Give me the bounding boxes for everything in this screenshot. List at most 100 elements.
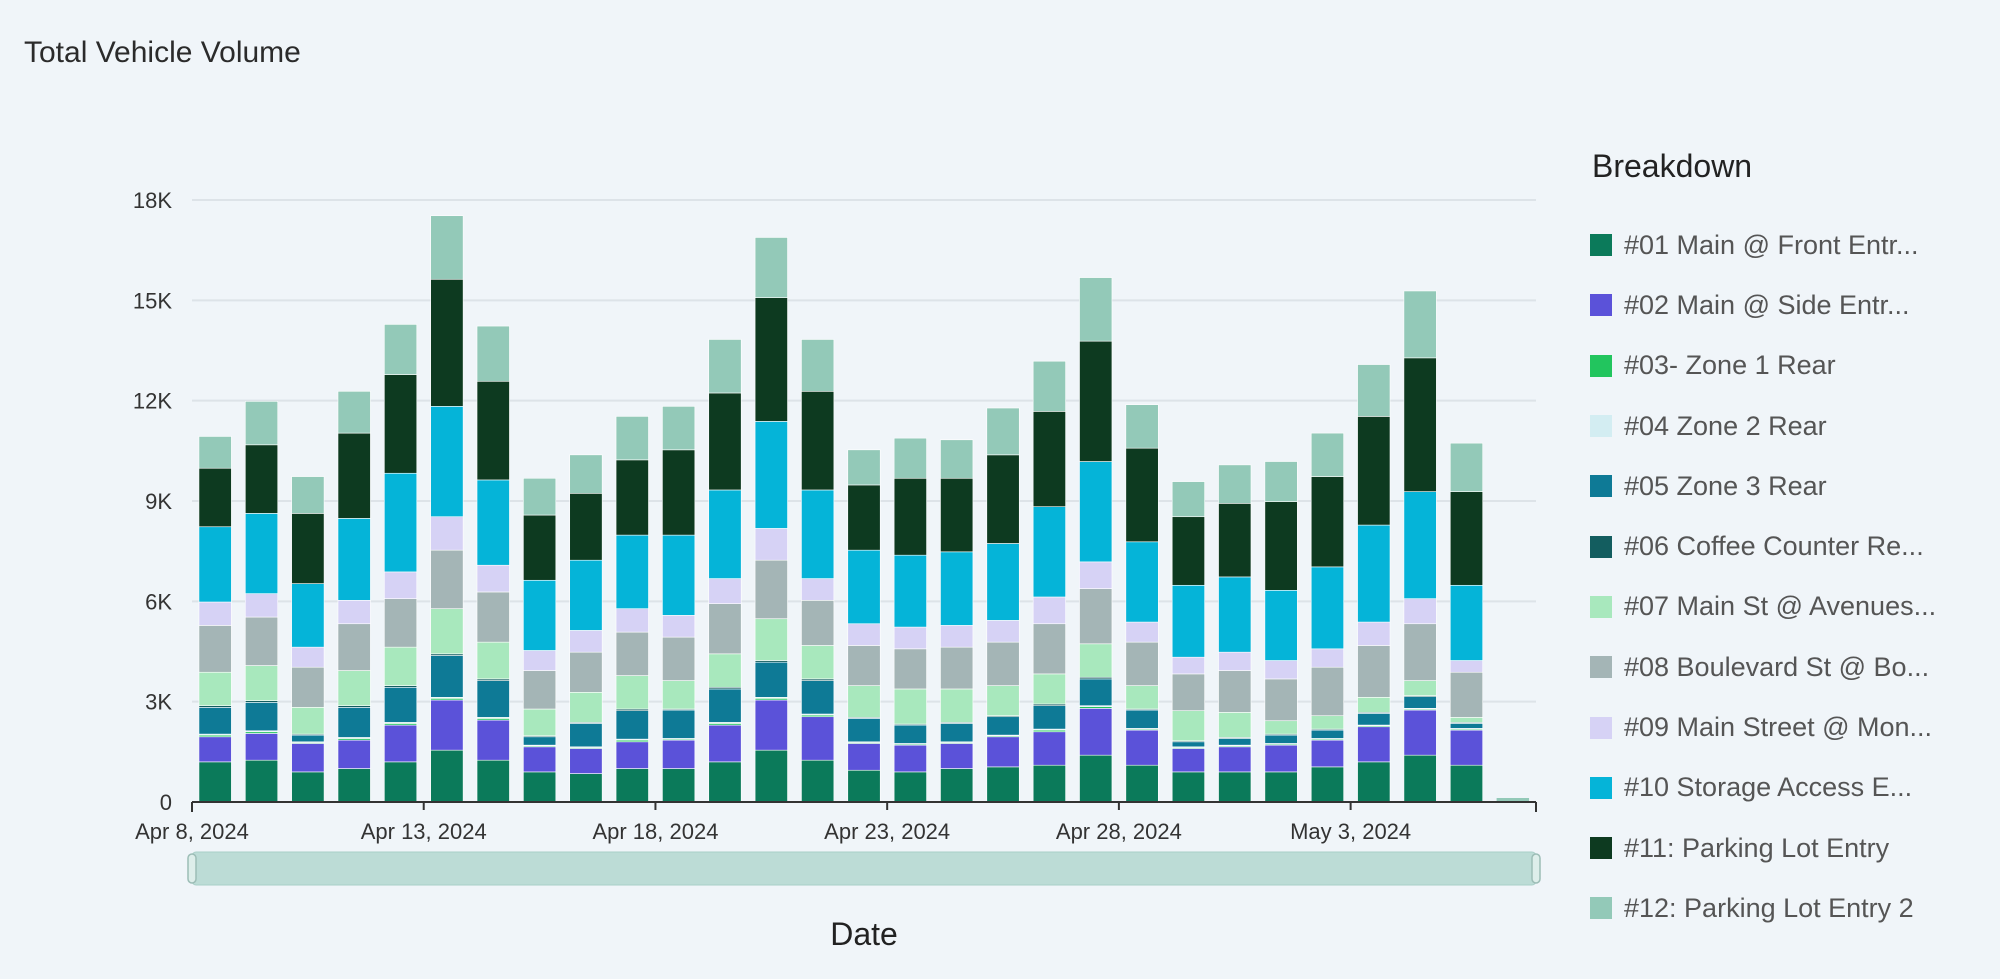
bar-segment[interactable] [523, 736, 557, 746]
bar-segment[interactable] [893, 554, 927, 628]
bar-segment[interactable] [1125, 621, 1159, 643]
bar-segment[interactable] [291, 513, 325, 584]
bar-stack-apr-22[interactable] [847, 449, 881, 803]
bar-segment[interactable] [1032, 673, 1066, 705]
bar-segment[interactable] [569, 454, 603, 494]
bar-segment[interactable] [986, 766, 1020, 803]
bar-segment[interactable] [1032, 705, 1066, 730]
bar-segment[interactable] [1403, 290, 1437, 359]
bar-segment[interactable] [986, 543, 1020, 621]
bar-segment[interactable] [476, 380, 510, 481]
bar-segment[interactable] [1079, 277, 1113, 342]
bar-stack-apr-15[interactable] [523, 477, 557, 803]
bar-segment[interactable] [662, 636, 696, 681]
bar-segment[interactable] [1449, 764, 1484, 803]
bar-segment[interactable] [893, 744, 927, 773]
bar-segment[interactable] [662, 449, 696, 536]
bar-segment[interactable] [337, 670, 371, 706]
legend-item[interactable]: #06 Coffee Counter Re... [1590, 516, 1990, 576]
bar-segment[interactable] [476, 325, 510, 382]
bar-segment[interactable] [662, 709, 696, 739]
bar-segment[interactable] [244, 702, 279, 732]
legend-item[interactable]: #08 Boulevard St @ Bo... [1590, 637, 1990, 697]
bar-segment[interactable] [893, 648, 927, 690]
bar-segment[interactable] [1032, 411, 1066, 507]
bar-segment[interactable] [662, 406, 696, 451]
bar-segment[interactable] [1218, 651, 1252, 671]
bar-segment[interactable] [1218, 712, 1252, 738]
bar-segment[interactable] [1079, 561, 1113, 589]
bar-segment[interactable] [986, 685, 1020, 717]
bar-segment[interactable] [244, 513, 279, 594]
bar-segment[interactable] [1079, 340, 1113, 462]
bar-segment[interactable] [1264, 734, 1298, 744]
bar-segment[interactable] [337, 600, 371, 625]
bar-segment[interactable] [198, 467, 232, 528]
bar-stack-may-1[interactable] [1264, 461, 1298, 803]
bar-segment[interactable] [708, 653, 742, 688]
bar-segment[interactable] [801, 600, 835, 646]
bar-segment[interactable] [1125, 764, 1159, 803]
bar-segment[interactable] [1357, 621, 1391, 646]
bar-segment[interactable] [1032, 731, 1066, 766]
bar-segment[interactable] [615, 675, 649, 710]
bar-segment[interactable] [476, 759, 510, 803]
bar-segment[interactable] [986, 407, 1020, 456]
bar-segment[interactable] [291, 734, 325, 743]
bar-segment[interactable] [1264, 771, 1298, 803]
bar-segment[interactable] [1403, 680, 1437, 696]
bar-segment[interactable] [1218, 771, 1252, 803]
legend-item[interactable]: #12: Parking Lot Entry 2 [1590, 878, 1990, 938]
bar-segment[interactable] [1218, 503, 1252, 578]
bar-segment[interactable] [430, 549, 464, 609]
bar-segment[interactable] [384, 598, 418, 648]
bar-segment[interactable] [1079, 708, 1113, 756]
bar-segment[interactable] [1125, 541, 1159, 623]
bar-segment[interactable] [476, 591, 510, 643]
bar-segment[interactable] [940, 743, 974, 769]
scroller-handle[interactable] [187, 853, 197, 884]
legend-item[interactable]: #11: Parking Lot Entry [1590, 818, 1990, 878]
bar-segment[interactable] [1264, 660, 1298, 680]
bar-segment[interactable] [1079, 588, 1113, 645]
bar-segment[interactable] [1079, 461, 1113, 563]
bar-stack-apr-23[interactable] [893, 437, 927, 803]
bar-segment[interactable] [662, 768, 696, 803]
bar-segment[interactable] [1357, 364, 1391, 417]
bar-segment[interactable] [662, 615, 696, 638]
bar-segment[interactable] [1171, 673, 1205, 711]
bar-segment[interactable] [801, 759, 835, 803]
bar-segment[interactable] [569, 493, 603, 561]
bar-segment[interactable] [523, 514, 557, 581]
legend-item[interactable]: #02 Main @ Side Entr... [1590, 275, 1990, 335]
bar-segment[interactable] [1310, 766, 1344, 803]
bar-segment[interactable] [244, 733, 279, 761]
legend-item[interactable]: #05 Zone 3 Rear [1590, 456, 1990, 516]
bar-stack-apr-14[interactable] [476, 325, 510, 803]
bar-stack-apr-10[interactable] [291, 476, 325, 803]
bar-segment[interactable] [337, 768, 371, 803]
bar-segment[interactable] [615, 768, 649, 803]
bar-segment[interactable] [708, 761, 742, 803]
bar-segment[interactable] [1264, 678, 1298, 722]
bar-segment[interactable] [291, 743, 325, 773]
bar-segment[interactable] [615, 534, 649, 609]
bar-segment[interactable] [801, 680, 835, 715]
bar-segment[interactable] [1310, 715, 1344, 730]
bar-segment[interactable] [244, 401, 279, 446]
bar-stack-apr-9[interactable] [244, 401, 279, 803]
bar-segment[interactable] [754, 528, 788, 561]
bar-segment[interactable] [430, 516, 464, 551]
bar-stack-apr-27[interactable] [1079, 277, 1113, 803]
bar-segment[interactable] [847, 685, 881, 718]
bar-segment[interactable] [244, 665, 279, 701]
bar-segment[interactable] [569, 748, 603, 774]
bar-segment[interactable] [1171, 481, 1205, 518]
bar-segment[interactable] [291, 666, 325, 708]
bar-stack-may-4[interactable] [1403, 290, 1437, 803]
bar-segment[interactable] [291, 771, 325, 803]
bar-stack-apr-20[interactable] [754, 237, 788, 803]
bar-segment[interactable] [940, 551, 974, 626]
bar-segment[interactable] [708, 339, 742, 394]
bar-segment[interactable] [1310, 648, 1344, 668]
